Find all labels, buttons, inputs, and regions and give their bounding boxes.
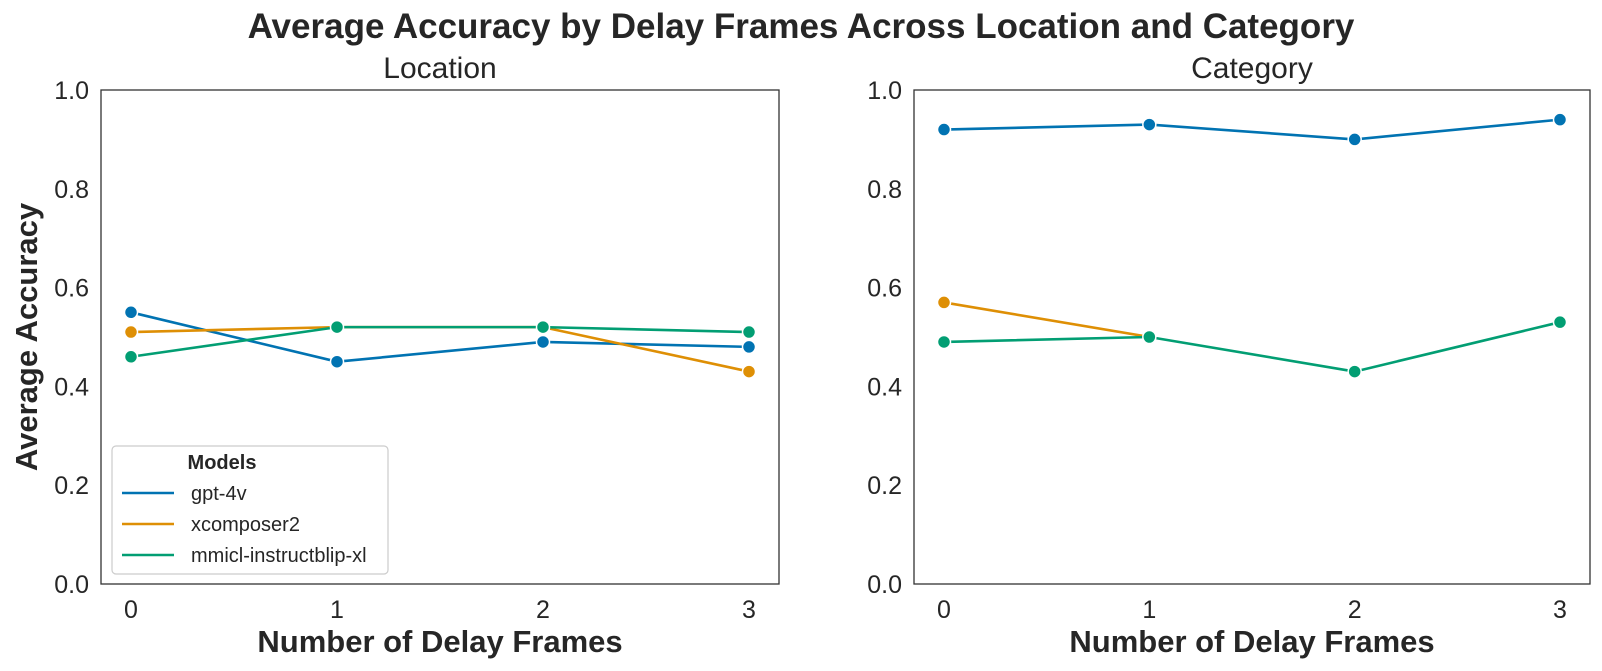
data-point-xcomposer2 [741, 364, 757, 379]
data-point-gpt-4v [1142, 117, 1157, 132]
plot-frame-category [913, 89, 1591, 585]
panel-title-location: Location [383, 52, 496, 85]
series-line-mmicl-instructblip-xl [943, 320, 1561, 373]
y-tick-label: 1.0 [54, 77, 89, 105]
x-tick-label: 3 [742, 596, 756, 624]
series-line-xcomposer2 [943, 301, 1150, 339]
y-tick-label: 0.4 [54, 373, 89, 401]
x-tick-label: 2 [1348, 596, 1362, 624]
x-axis-label-location: Number of Delay Frames [257, 624, 622, 659]
data-point-gpt-4v [123, 305, 139, 320]
x-tick-label: 0 [937, 596, 951, 624]
y-tick-label: 0.0 [54, 571, 89, 599]
y-tick-label: 0.2 [54, 472, 89, 500]
x-axis-label-category: Number of Delay Frames [1069, 624, 1434, 659]
series-line-gpt-4v [943, 118, 1561, 141]
data-point-mmicl-instructblip-xl [741, 324, 757, 340]
legend-entry-xcomposer2: xcomposer2 [191, 514, 300, 536]
y-tick-label: 0.0 [867, 571, 902, 599]
legend-entry-gpt-4v: gpt-4v [191, 483, 247, 505]
data-point-gpt-4v [1552, 112, 1568, 127]
panel-title-category: Category [1191, 52, 1313, 85]
chart-panel-category: Category Number of Delay Frames 0.0 0.2 0.… [867, 52, 1591, 659]
data-point-mmicl-instructblip-xl [936, 334, 952, 350]
data-point-mmicl-instructblip-xl [535, 319, 551, 335]
data-point-gpt-4v [741, 339, 757, 355]
data-point-gpt-4v [1347, 132, 1362, 147]
chart-panel-location: Location Number of Delay Frames Average … [9, 52, 780, 659]
series-line-mmicl-instructblip-xl [130, 325, 750, 359]
data-point-mmicl-instructblip-xl [1347, 364, 1362, 379]
plot-frame-location [100, 89, 780, 585]
x-tick-label: 0 [124, 596, 138, 624]
data-point-mmicl-instructblip-xl [1142, 329, 1157, 345]
y-tick-label: 0.2 [867, 472, 902, 500]
y-tick-label: 0.6 [54, 275, 89, 303]
data-point-mmicl-instructblip-xl [1552, 314, 1568, 330]
series-line-gpt-4v [130, 311, 750, 364]
legend-title: Models [188, 452, 257, 474]
x-tick-label: 2 [536, 596, 550, 624]
legend-entry-mmicl-instructblip-xl: mmicl-instructblip-xl [191, 545, 367, 567]
data-point-mmicl-instructblip-xl [329, 319, 345, 335]
y-tick-label: 0.4 [867, 373, 902, 401]
legend: Models gpt-4v xcomposer2 mmicl-instructblip… [111, 445, 389, 575]
y-tick-label: 0.8 [54, 176, 89, 204]
legend-box [111, 445, 389, 575]
y-tick-label: 0.8 [867, 176, 902, 204]
data-point-gpt-4v [535, 334, 551, 350]
data-point-xcomposer2 [936, 295, 952, 310]
x-tick-label: 3 [1553, 596, 1567, 624]
y-tick-label: 0.6 [867, 275, 902, 303]
figure-title: Average Accuracy by Delay Frames Across … [248, 7, 1355, 46]
y-axis-label-location: Average Accuracy [9, 202, 44, 471]
y-tick-label: 1.0 [867, 77, 902, 105]
data-point-gpt-4v [329, 354, 345, 369]
data-point-mmicl-instructblip-xl [123, 349, 139, 365]
data-point-gpt-4v [936, 122, 952, 137]
data-point-xcomposer2 [123, 324, 139, 340]
x-tick-label: 1 [1142, 596, 1156, 624]
x-tick-label: 1 [330, 596, 344, 624]
